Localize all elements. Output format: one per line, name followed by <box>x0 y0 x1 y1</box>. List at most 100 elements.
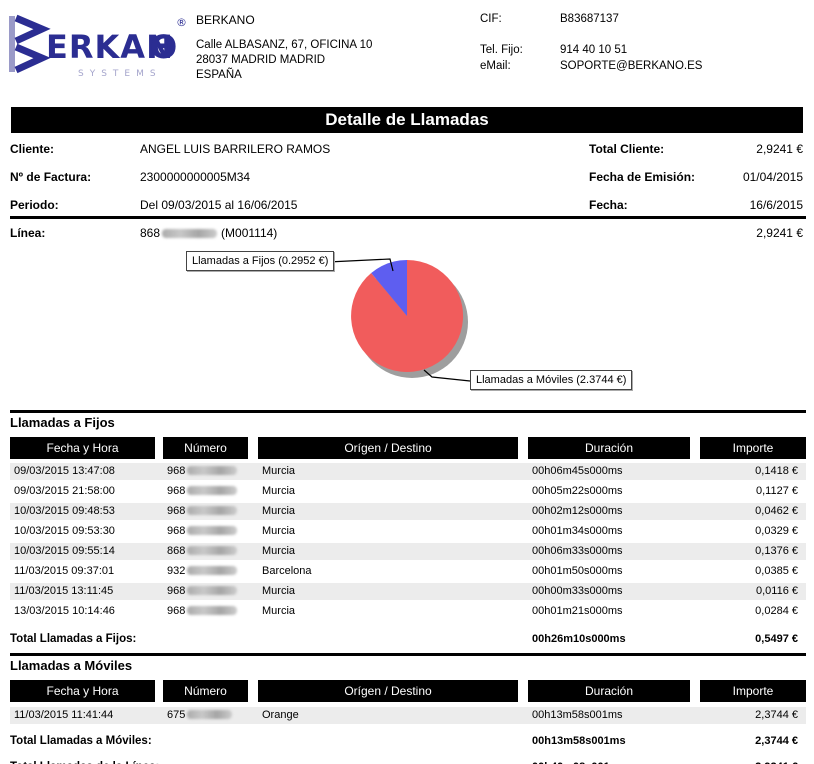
cell-numero: 968 <box>167 483 241 500</box>
numero-prefix: 968 <box>167 605 186 617</box>
table-row: 13/03/2015 10:14:46 968 Murcia 00h01m21s… <box>10 603 806 620</box>
numero-prefix: 968 <box>167 525 186 537</box>
line-total-row-partial: Total Llamadas de la Línea: 00h40m08s001… <box>10 758 806 764</box>
cell-importe: 0,0116 € <box>755 585 798 597</box>
logo-b-glyph <box>14 43 51 74</box>
callout-line-fijos <box>327 258 394 272</box>
table-row: 09/03/2015 21:58:00 968 Murcia 00h05m22s… <box>10 483 806 500</box>
fecha-label: Fecha: <box>589 198 628 212</box>
cell-importe: 2,3744 € <box>755 709 798 721</box>
col-header-importe: Importe <box>700 437 806 459</box>
cell-numero: 968 <box>167 503 241 520</box>
cif-label: CIF: <box>480 13 502 25</box>
address-line: ESPAÑA <box>196 69 242 81</box>
cell-fecha: 10/03/2015 09:48:53 <box>14 505 115 517</box>
cell-duracion: 00h02m12s000ms <box>532 505 623 517</box>
section-divider <box>10 653 806 656</box>
cell-duracion: 00h05m22s000ms <box>532 485 623 497</box>
moviles-section-title: Llamadas a Móviles <box>10 658 133 673</box>
cliente-value: ANGEL LUIS BARRILERO RAMOS <box>140 142 331 156</box>
document-title-bar: Detalle de Llamadas <box>11 107 803 133</box>
table-row: 10/03/2015 09:53:30 968 Murcia 00h01m34s… <box>10 523 806 540</box>
fijos-total-importe: 0,5497 € <box>755 633 798 645</box>
linea-number-prefix: 868 <box>140 226 161 240</box>
fecha-value: 16/6/2015 <box>749 198 803 212</box>
cell-destino: Murcia <box>262 525 296 537</box>
berkano-logo: ERKAN Θ ® SYSTEMS <box>9 14 187 79</box>
cell-destino: Murcia <box>262 465 296 477</box>
cell-numero: 932 <box>167 563 241 580</box>
cell-duracion: 00h06m45s000ms <box>532 465 623 477</box>
logo-b-glyph <box>14 14 51 45</box>
email-value: SOPORTE@BERKANO.ES <box>560 60 703 72</box>
table-row: 09/03/2015 13:47:08 968 Murcia 00h06m45s… <box>10 463 806 480</box>
moviles-total-label: Total Llamadas a Móviles: <box>10 735 152 747</box>
redacted-number <box>187 526 238 535</box>
linea-total-value: 2,9241 € <box>756 226 803 240</box>
col-header-duracion: Duración <box>528 437 690 459</box>
table-row: 11/03/2015 11:41:44 675 Orange 00h13m58s… <box>10 707 806 724</box>
fijos-total-label: Total Llamadas a Fijos: <box>10 633 137 645</box>
linea-code: (M001114) <box>221 226 278 240</box>
email-label: eMail: <box>480 60 511 72</box>
cell-duracion: 00h06m33s000ms <box>532 545 623 557</box>
linea-value: 868 (M001114) <box>140 223 277 243</box>
linea-label: Línea: <box>10 226 46 240</box>
emision-label: Fecha de Emisión: <box>589 170 696 184</box>
redacted-number <box>187 486 238 495</box>
address-line: Calle ALBASANZ, 67, OFICINA 10 <box>196 39 373 51</box>
cell-numero: 675 <box>167 707 236 724</box>
company-name: BERKANO <box>196 13 255 27</box>
redacted-number <box>187 566 238 575</box>
cell-duracion: 00h01m34s000ms <box>532 525 623 537</box>
tel-value: 914 40 10 51 <box>560 44 628 56</box>
col-header-importe: Importe <box>700 680 806 702</box>
registered-mark-icon: ® <box>176 16 187 29</box>
cell-importe: 0,0462 € <box>755 505 798 517</box>
cell-destino: Murcia <box>262 545 296 557</box>
fijos-section-title: Llamadas a Fijos <box>10 415 115 430</box>
cell-fecha: 09/03/2015 21:58:00 <box>14 485 115 497</box>
pie-chart <box>327 258 471 382</box>
total-cliente-label: Total Cliente: <box>589 142 665 156</box>
col-header-duracion: Duración <box>528 680 690 702</box>
moviles-total-row: Total Llamadas a Móviles: 00h13m58s001ms… <box>10 732 806 750</box>
section-divider <box>10 216 806 219</box>
redacted-number <box>187 710 233 719</box>
cell-fecha: 11/03/2015 09:37:01 <box>14 565 115 577</box>
cell-importe: 0,1127 € <box>755 485 798 497</box>
cell-duracion: 00h00m33s000ms <box>532 585 623 597</box>
redacted-number <box>162 229 218 238</box>
cell-fecha: 09/03/2015 13:47:08 <box>14 465 115 477</box>
pie-label-fijos: Llamadas a Fijos (0.2952 €) <box>186 251 335 271</box>
callout-line-moviles <box>423 369 471 382</box>
redacted-number <box>187 586 238 595</box>
line-total-label: Total Llamadas de la Línea: <box>10 758 159 764</box>
cell-duracion: 00h13m58s001ms <box>532 709 623 721</box>
cell-fecha: 11/03/2015 11:41:44 <box>14 709 114 721</box>
cell-destino: Murcia <box>262 505 296 517</box>
numero-prefix: 675 <box>167 709 186 721</box>
cell-importe: 0,0329 € <box>755 525 798 537</box>
summary-row-periodo: Periodo: Del 09/03/2015 al 16/06/2015 Fe… <box>0 195 814 215</box>
logo-brand-text: ERKAN <box>46 28 174 66</box>
numero-prefix: 968 <box>167 485 186 497</box>
moviles-total-duracion: 00h13m58s001ms <box>532 735 626 747</box>
periodo-value: Del 09/03/2015 al 16/06/2015 <box>140 198 298 212</box>
table-row: 10/03/2015 09:55:14 868 Murcia 00h06m33s… <box>10 543 806 560</box>
cell-fecha: 10/03/2015 09:55:14 <box>14 545 115 557</box>
pie-slice-fijos <box>371 260 407 316</box>
numero-prefix: 968 <box>167 585 186 597</box>
company-address: Calle ALBASANZ, 67, OFICINA 10 28037 MAD… <box>196 38 372 83</box>
col-header-fecha: Fecha y Hora <box>10 437 155 459</box>
col-header-numero: Número <box>163 437 248 459</box>
redacted-number <box>187 606 238 615</box>
cliente-label: Cliente: <box>10 142 55 156</box>
cell-importe: 0,1418 € <box>755 465 798 477</box>
cell-importe: 0,0284 € <box>755 605 798 617</box>
cell-fecha: 13/03/2015 10:14:46 <box>14 605 115 617</box>
table-row: 11/03/2015 09:37:01 932 Barcelona 00h01m… <box>10 563 806 580</box>
section-divider <box>10 410 806 413</box>
cif-value: B83687137 <box>560 13 619 25</box>
